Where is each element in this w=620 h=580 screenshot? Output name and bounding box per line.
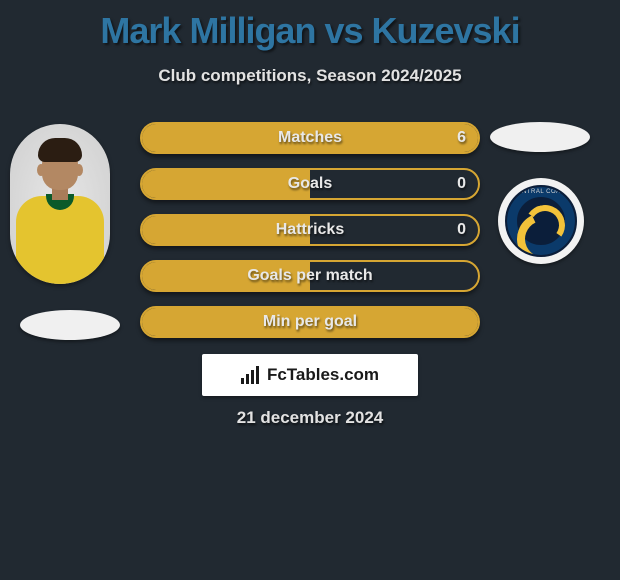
stat-value-right: 0 bbox=[457, 216, 466, 244]
stat-row: Matches 6 bbox=[140, 122, 480, 154]
player-right-photo-placeholder bbox=[490, 122, 590, 152]
stat-label: Min per goal bbox=[142, 308, 478, 336]
stat-label: Goals per match bbox=[142, 262, 478, 290]
club-badge-inner: CENTRAL COAST bbox=[505, 185, 577, 257]
stat-row: Goals per match bbox=[140, 260, 480, 292]
attribution-text: FcTables.com bbox=[267, 365, 379, 385]
stat-label: Matches bbox=[142, 124, 478, 152]
bar-chart-icon bbox=[241, 366, 259, 384]
stat-label: Goals bbox=[142, 170, 478, 198]
page-title: Mark Milligan vs Kuzevski bbox=[0, 0, 620, 52]
stat-row: Min per goal bbox=[140, 306, 480, 338]
stat-row: Hattricks 0 bbox=[140, 214, 480, 246]
player-left-club-badge bbox=[20, 310, 120, 340]
comparison-bars: Matches 6 Goals 0 Hattricks 0 Goals per … bbox=[140, 122, 480, 352]
stat-value-right: 0 bbox=[457, 170, 466, 198]
stat-label: Hattricks bbox=[142, 216, 478, 244]
stat-row: Goals 0 bbox=[140, 168, 480, 200]
player-right-club-badge: CENTRAL COAST bbox=[498, 178, 584, 264]
player-left-photo bbox=[10, 124, 110, 284]
club-badge-text: CENTRAL COAST bbox=[507, 189, 575, 195]
stat-value-right: 6 bbox=[457, 124, 466, 152]
footer-date: 21 december 2024 bbox=[0, 408, 620, 428]
attribution-box: FcTables.com bbox=[202, 354, 418, 396]
subtitle: Club competitions, Season 2024/2025 bbox=[0, 66, 620, 86]
player-hair bbox=[38, 138, 82, 162]
